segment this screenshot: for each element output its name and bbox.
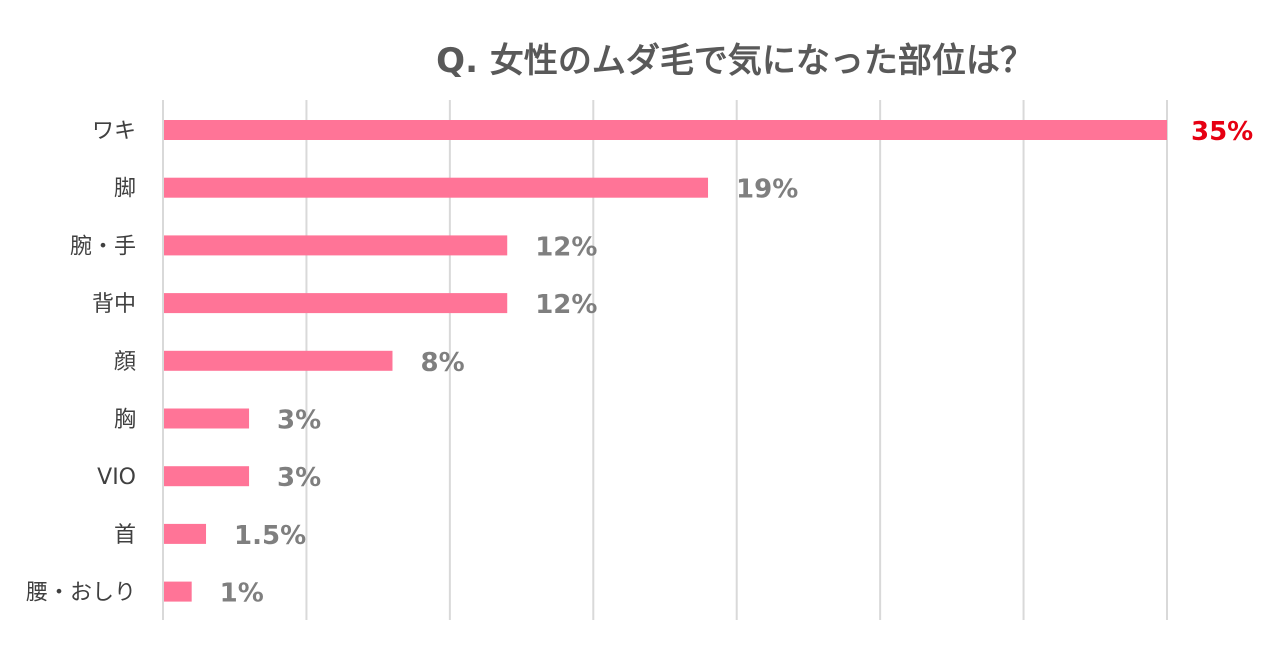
value-label: 12% xyxy=(535,232,597,262)
value-label: 8% xyxy=(420,348,464,378)
value-label: 1.5% xyxy=(234,521,306,551)
category-label: 脚 xyxy=(114,177,136,202)
value-label: 35% xyxy=(1191,117,1253,147)
bar xyxy=(164,581,192,602)
value-label: 3% xyxy=(277,463,321,493)
bar xyxy=(164,523,207,544)
bar xyxy=(164,293,508,314)
category-label: 腰・おしり xyxy=(26,581,136,606)
chart-title: Q. 女性のムダ毛で気になった部位は？ xyxy=(436,41,1034,81)
value-label: 1% xyxy=(220,579,264,609)
category-label: 顔 xyxy=(114,350,136,375)
bars xyxy=(164,120,1167,602)
bar xyxy=(164,235,508,256)
bar xyxy=(164,408,250,429)
bar xyxy=(164,177,709,198)
category-label: 腕・手 xyxy=(70,234,136,259)
category-label: 首 xyxy=(114,523,136,548)
category-label: 背中 xyxy=(92,292,136,317)
bar xyxy=(164,466,250,487)
value-label: 19% xyxy=(736,175,798,205)
value-label: 12% xyxy=(535,290,597,320)
bar xyxy=(164,120,1167,140)
category-label: ワキ xyxy=(92,119,136,144)
value-labels: 35% 19% 12% 12% 8% 3% 3% 1.5% 1% xyxy=(220,117,1254,609)
bar xyxy=(164,350,393,371)
value-label: 3% xyxy=(277,406,321,436)
category-label: VIO xyxy=(97,465,136,490)
category-label: 胸 xyxy=(114,408,136,433)
